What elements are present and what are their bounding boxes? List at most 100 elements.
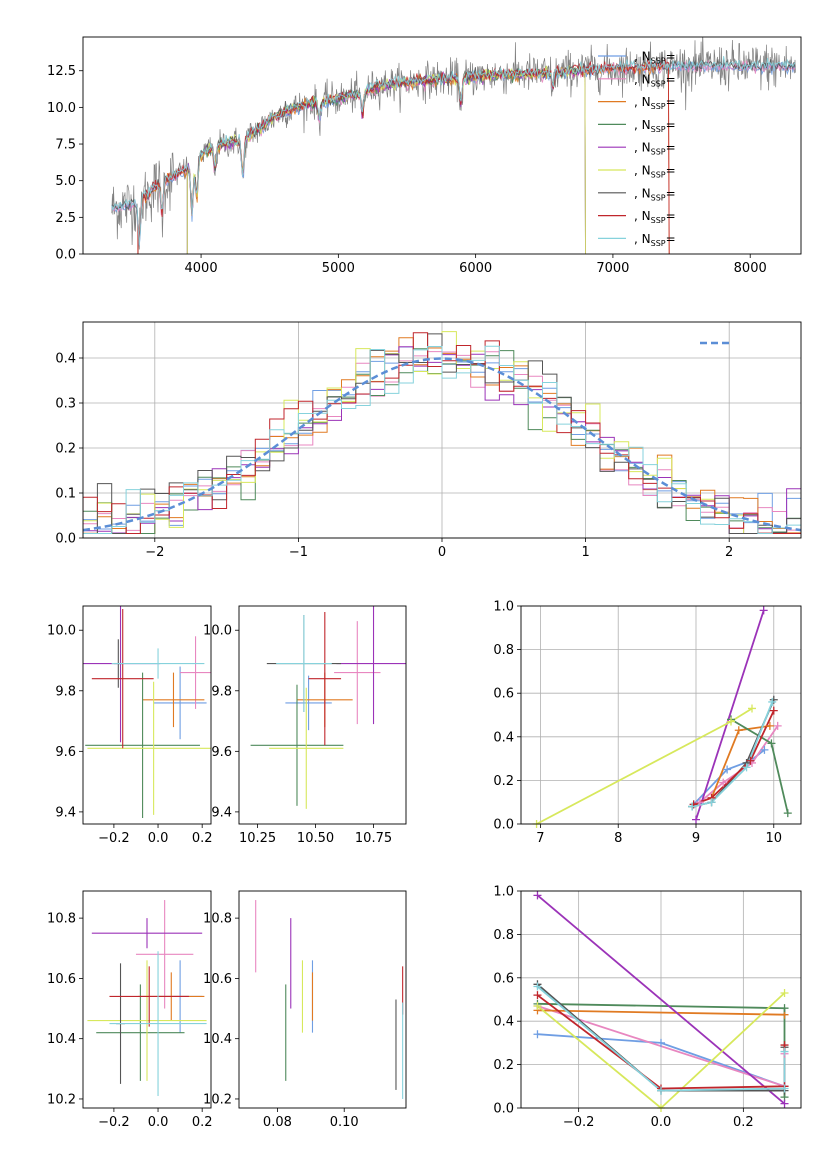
data-point-marker bbox=[780, 1047, 789, 1056]
y-tick-label: 12.5 bbox=[47, 64, 76, 79]
axes-3: 10.25 10.50 10.75 9.4 9.6 9.8 10.0 bbox=[203, 605, 407, 846]
axes-frame bbox=[82, 605, 212, 825]
data-point-marker bbox=[719, 778, 728, 787]
legend-sub: SSP bbox=[651, 79, 666, 88]
data-point-marker bbox=[533, 991, 542, 1000]
x-tick-label: 0.10 bbox=[330, 1115, 359, 1130]
axes-frame bbox=[238, 605, 407, 825]
x-tick-label: 10.50 bbox=[297, 831, 334, 846]
model-spectrum-line bbox=[137, 58, 670, 254]
y-tick-label: 10.8 bbox=[47, 912, 76, 927]
model-spectrum-line bbox=[186, 64, 586, 254]
y-tick-label: 9.8 bbox=[211, 684, 232, 699]
y-tick-label: 10.2 bbox=[47, 1092, 76, 1107]
x-tick-label: 10.25 bbox=[239, 831, 276, 846]
plot-area bbox=[87, 900, 207, 1096]
data-point-marker bbox=[533, 1002, 542, 1011]
y-tick-label: 0.3 bbox=[55, 397, 76, 412]
y-tick-label: 10.4 bbox=[47, 1032, 76, 1047]
y-tick-label: 0.1 bbox=[55, 487, 76, 502]
axes-frame bbox=[82, 890, 212, 1109]
legend-eq: = bbox=[666, 141, 676, 155]
axes-1: −2 −1 0 1 2 0.0 0.1 0.2 0.3 0.4 bbox=[55, 321, 802, 560]
x-tick-label: 0.2 bbox=[192, 831, 213, 846]
x-tick-label: 0.0 bbox=[148, 1115, 169, 1130]
data-point-marker bbox=[780, 1099, 789, 1108]
x-tick-label: −0.2 bbox=[98, 831, 130, 846]
axes-6: 0.08 0.10 10.2 10.4 10.6 10.8 bbox=[203, 890, 407, 1130]
legend-eq: = bbox=[666, 50, 676, 64]
model-spectrum-line bbox=[111, 61, 796, 246]
plot-area bbox=[255, 900, 404, 1099]
legend-sub: SSP bbox=[651, 216, 666, 225]
x-tick-label: 10 bbox=[766, 831, 783, 846]
y-tick-label: 10.2 bbox=[203, 1092, 232, 1107]
y-tick-label: 0.4 bbox=[493, 730, 514, 745]
legend-eq: = bbox=[666, 164, 676, 178]
x-tick-label: 0.08 bbox=[263, 1115, 292, 1130]
data-point-marker bbox=[742, 763, 751, 772]
data-point-marker bbox=[780, 988, 789, 997]
x-tick-label: 2 bbox=[725, 545, 733, 560]
y-tick-label: 9.6 bbox=[211, 745, 232, 760]
data-point-marker bbox=[692, 815, 700, 824]
data-point-marker bbox=[783, 809, 792, 818]
data-point-marker bbox=[533, 891, 542, 900]
series-line bbox=[536, 894, 786, 1105]
data-point-marker bbox=[780, 1004, 789, 1013]
legend-sub: SSP bbox=[651, 193, 666, 202]
y-tick-label: 10.8 bbox=[203, 912, 232, 927]
model-spectrum-line bbox=[111, 60, 796, 245]
data-point-marker bbox=[688, 802, 697, 811]
y-tick-label: 0.2 bbox=[55, 442, 76, 457]
legend-entry: , NSSP= bbox=[634, 209, 676, 225]
legend-n: , N bbox=[634, 164, 651, 178]
legend-eq: = bbox=[666, 232, 676, 246]
x-tick-label: 0.2 bbox=[192, 1115, 213, 1130]
y-tick-label: 10.6 bbox=[47, 972, 76, 987]
series-line bbox=[536, 707, 753, 824]
y-tick-label: 0.4 bbox=[493, 1015, 514, 1030]
legend-entry: , NSSP= bbox=[634, 164, 676, 180]
x-tick-label: 0 bbox=[438, 545, 446, 560]
x-tick-label: 0.2 bbox=[733, 1115, 754, 1130]
y-tick-label: 7.5 bbox=[55, 138, 76, 153]
series-line bbox=[699, 725, 779, 803]
x-tick-label: −0.2 bbox=[98, 1115, 130, 1130]
y-tick-label: 0.8 bbox=[493, 643, 514, 658]
model-spectrum-line bbox=[111, 56, 796, 246]
legend-n: , N bbox=[634, 50, 651, 64]
legend-n: , N bbox=[634, 72, 651, 86]
legend-n: , N bbox=[634, 95, 651, 109]
data-point-marker bbox=[768, 697, 777, 706]
legend-entry: , NSSP= bbox=[634, 141, 676, 157]
data-point-marker bbox=[746, 756, 755, 765]
y-tick-label: 5.0 bbox=[55, 174, 76, 189]
legend-eq: = bbox=[666, 118, 676, 132]
y-tick-label: 0.6 bbox=[493, 687, 514, 702]
data-point-marker bbox=[759, 606, 768, 615]
series-line bbox=[695, 610, 765, 820]
y-tick-label: 1.0 bbox=[493, 600, 514, 615]
y-tick-label: 1.0 bbox=[493, 885, 514, 900]
y-tick-label: 0.4 bbox=[55, 352, 76, 367]
normal-curve bbox=[83, 357, 801, 532]
y-tick-label: 10.6 bbox=[203, 972, 232, 987]
axes-7: −0.2 0.0 0.2 0.0 0.2 0.4 0.6 0.8 1.0 bbox=[493, 885, 802, 1130]
y-tick-label: 0.0 bbox=[55, 532, 76, 547]
plot-area bbox=[536, 610, 789, 824]
data-point-marker bbox=[727, 717, 735, 726]
y-tick-label: 9.4 bbox=[211, 805, 232, 820]
data-point-marker bbox=[769, 706, 778, 715]
legend-n: , N bbox=[634, 186, 651, 200]
data-point-marker bbox=[748, 704, 756, 713]
axes-frame bbox=[520, 605, 802, 825]
legend-entry: , NSSP= bbox=[634, 72, 676, 88]
y-tick-label: 0.2 bbox=[493, 774, 514, 789]
y-tick-label: 10.4 bbox=[203, 1032, 232, 1047]
data-point-marker bbox=[780, 1084, 789, 1093]
legend-sub: SSP bbox=[651, 57, 666, 66]
axes-2: −0.2 0.0 0.2 9.4 9.6 9.8 10.0 bbox=[47, 605, 213, 846]
x-tick-label: −1 bbox=[289, 545, 308, 560]
plot-area bbox=[250, 606, 406, 809]
